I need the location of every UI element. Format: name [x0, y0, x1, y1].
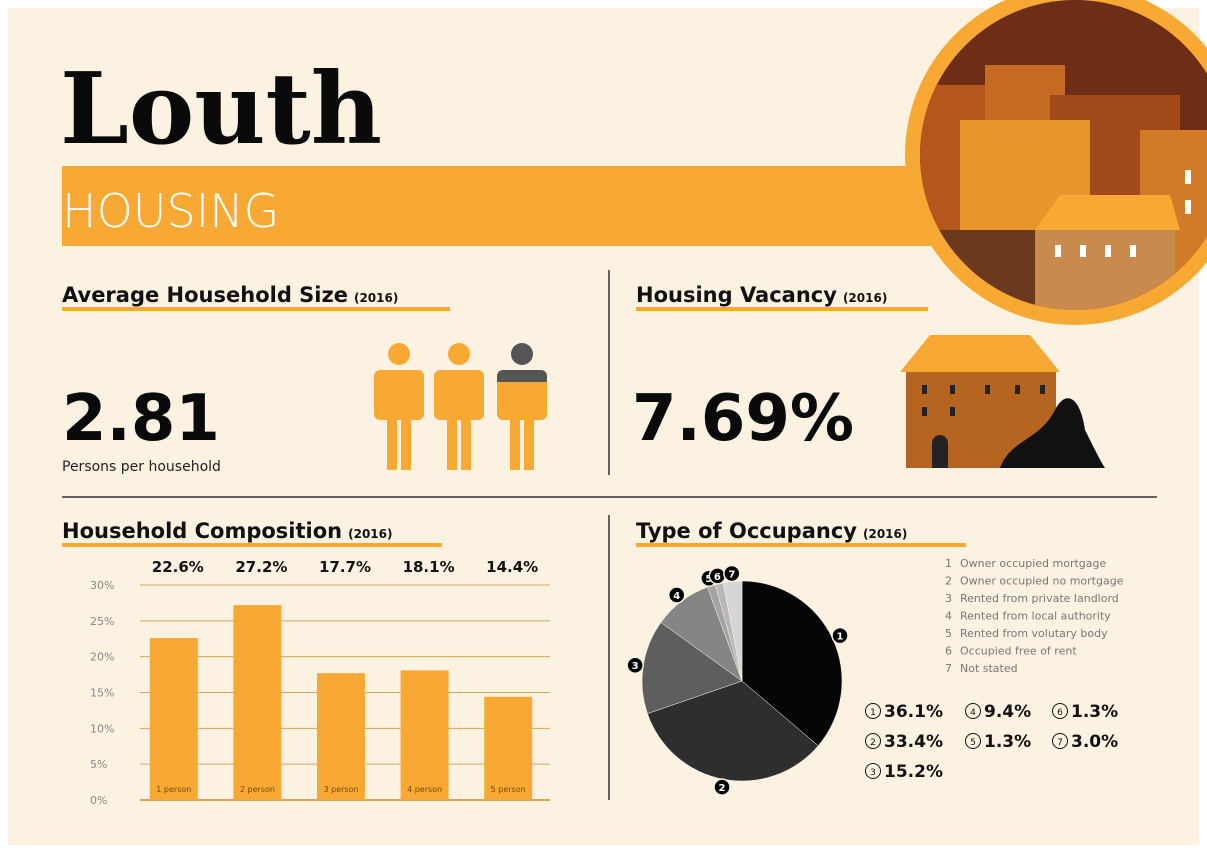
heading-underline — [636, 543, 966, 547]
value-label: 1.3% — [984, 732, 1031, 752]
slice-number: 7 — [728, 569, 735, 580]
legend-label: Occupied free of rent — [960, 645, 1077, 658]
bar — [401, 670, 449, 800]
legend-number: 5 — [945, 627, 952, 640]
legend-number: 4 — [945, 610, 952, 623]
section-heading: Average Household Size(2016) — [62, 283, 398, 307]
category-label: 3 person — [323, 785, 358, 794]
value-marker-number: 7 — [1057, 738, 1063, 748]
y-tick-label: 30% — [90, 579, 114, 592]
category-label: 4 person — [407, 785, 442, 794]
value-label: 36.1% — [884, 702, 943, 722]
title: Louth — [60, 52, 382, 167]
legend-label: Rented from volutary body — [960, 627, 1108, 640]
slice-number: 4 — [673, 591, 680, 602]
category-label: 5 person — [491, 785, 526, 794]
y-tick-label: 20% — [90, 651, 114, 664]
category-label: 2 person — [240, 785, 275, 794]
infographic: Louth HOUSING Average Household Size(201… — [0, 0, 1207, 853]
big-number: 7.69% — [632, 382, 854, 456]
y-tick-label: 0% — [90, 794, 107, 807]
bar — [233, 605, 281, 800]
legend-label: Rented from private landlord — [960, 592, 1119, 605]
value-label: 22.6% — [152, 558, 204, 576]
legend-number: 1 — [945, 557, 952, 570]
value-marker-number: 4 — [970, 708, 976, 718]
y-tick-label: 15% — [90, 687, 114, 700]
subtitle: HOUSING — [62, 184, 279, 238]
slice-number: 6 — [714, 572, 721, 583]
legend-entry: 6 Occupied free of rent — [945, 645, 1077, 658]
caption: Persons per household — [62, 459, 221, 475]
bar — [317, 673, 365, 800]
legend-number: 7 — [945, 662, 952, 675]
legend-entry: 4 Rented from local authority — [945, 610, 1111, 623]
value-label: 33.4% — [884, 732, 943, 752]
category-label: 1 person — [156, 785, 191, 794]
legend-label: Rented from local authority — [960, 610, 1111, 623]
legend-label: Owner occupied mortgage — [960, 557, 1106, 570]
y-tick-label: 10% — [90, 722, 114, 735]
y-tick-label: 5% — [90, 758, 107, 771]
slice-number: 1 — [837, 632, 844, 643]
value-label: 15.2% — [884, 762, 943, 782]
legend-number: 2 — [945, 575, 952, 588]
legend-entry: 2 Owner occupied no mortgage — [945, 575, 1124, 588]
value-label: 1.3% — [1071, 702, 1118, 722]
slice-number: 2 — [719, 783, 726, 794]
value-marker-number: 3 — [870, 768, 876, 778]
heading-underline — [636, 307, 928, 311]
value-label: 14.4% — [486, 558, 538, 576]
legend-number: 3 — [945, 592, 952, 605]
big-number: 2.81 — [62, 382, 220, 456]
value-label: 17.7% — [319, 558, 371, 576]
value-label: 3.0% — [1071, 732, 1118, 752]
value-label: 27.2% — [235, 558, 287, 576]
legend-entry: 5 Rented from volutary body — [945, 627, 1108, 640]
legend-entry: 1 Owner occupied mortgage — [945, 557, 1106, 570]
value-marker-number: 6 — [1057, 708, 1063, 718]
value-marker-number: 1 — [870, 708, 876, 718]
legend-entry: 3 Rented from private landlord — [945, 592, 1119, 605]
value-marker-number: 2 — [870, 738, 876, 748]
legend-label: Not stated — [960, 662, 1018, 675]
slice-number: 3 — [632, 661, 639, 672]
heading-underline — [62, 543, 442, 547]
bar — [150, 638, 198, 800]
value-label: 18.1% — [403, 558, 455, 576]
y-tick-label: 25% — [90, 615, 114, 628]
value-label: 9.4% — [984, 702, 1031, 722]
legend-label: Owner occupied no mortgage — [960, 575, 1124, 588]
heading-underline — [62, 307, 450, 311]
value-marker-number: 5 — [970, 738, 976, 748]
legend-number: 6 — [945, 645, 952, 658]
